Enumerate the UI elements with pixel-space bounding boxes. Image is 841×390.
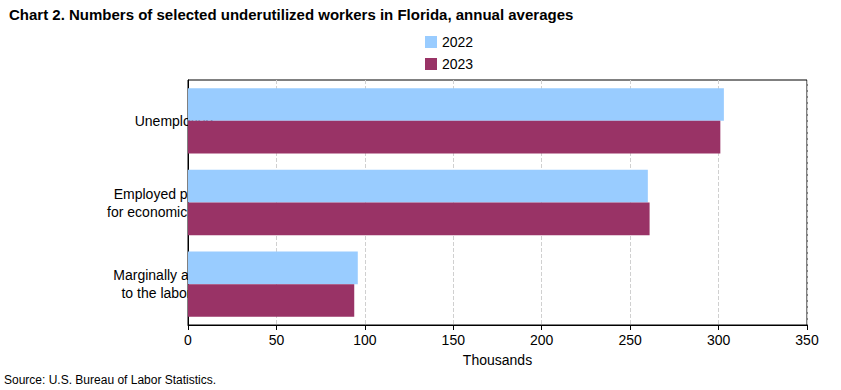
svg-text:350: 350	[795, 332, 819, 348]
svg-text:Chart 2. Numbers of selected u: Chart 2. Numbers of selected underutiliz…	[9, 6, 573, 23]
svg-text:to the labor force: to the labor force	[121, 285, 227, 302]
svg-text:2022: 2022	[442, 34, 473, 50]
svg-text:2023: 2023	[442, 56, 473, 72]
svg-text:Source: U.S. Bureau of Labor S: Source: U.S. Bureau of Labor Statistics.	[4, 373, 216, 387]
svg-text:50: 50	[269, 332, 285, 348]
svg-text:Unemployed: Unemployed	[134, 112, 214, 129]
svg-text:0: 0	[184, 332, 192, 348]
svg-text:200: 200	[530, 332, 554, 348]
svg-text:100: 100	[353, 332, 377, 348]
svg-text:300: 300	[707, 332, 731, 348]
svg-text:250: 250	[618, 332, 642, 348]
svg-text:Thousands: Thousands	[463, 352, 532, 368]
svg-text:for economic reasons: for economic reasons	[107, 203, 241, 220]
svg-text:150: 150	[442, 332, 466, 348]
svg-text:Marginally attached: Marginally attached	[113, 267, 235, 284]
svg-text:Employed part time: Employed part time	[113, 185, 235, 202]
